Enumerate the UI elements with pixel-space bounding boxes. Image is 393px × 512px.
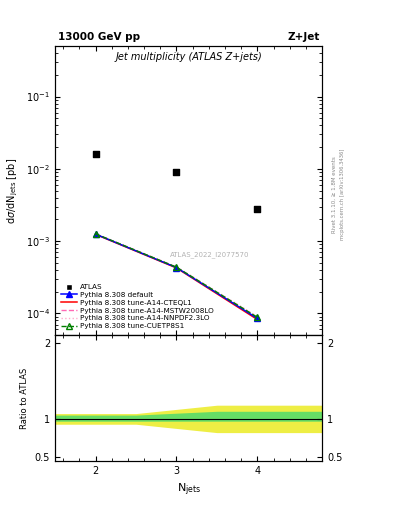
Text: Jet multiplicity (ATLAS Z+jets): Jet multiplicity (ATLAS Z+jets) [115, 52, 262, 62]
Point [254, 205, 261, 213]
Legend: ATLAS, Pythia 8.308 default, Pythia 8.308 tune-A14-CTEQL1, Pythia 8.308 tune-A14: ATLAS, Pythia 8.308 default, Pythia 8.30… [59, 282, 215, 331]
Text: mcplots.cern.ch [arXiv:1306.3436]: mcplots.cern.ch [arXiv:1306.3436] [340, 149, 345, 240]
Text: Rivet 3.1.10, ≥ 1.8M events: Rivet 3.1.10, ≥ 1.8M events [332, 156, 337, 233]
Y-axis label: Ratio to ATLAS: Ratio to ATLAS [20, 367, 29, 429]
Text: 13000 GeV pp: 13000 GeV pp [58, 32, 140, 42]
Point [173, 168, 180, 176]
Y-axis label: d$\sigma$/dN$_{\rm jets}$ [pb]: d$\sigma$/dN$_{\rm jets}$ [pb] [6, 158, 20, 224]
X-axis label: N$_{\rm jets}$: N$_{\rm jets}$ [176, 481, 201, 498]
Point [92, 150, 99, 158]
Text: Z+Jet: Z+Jet [287, 32, 320, 42]
Text: ATLAS_2022_I2077570: ATLAS_2022_I2077570 [170, 251, 250, 258]
